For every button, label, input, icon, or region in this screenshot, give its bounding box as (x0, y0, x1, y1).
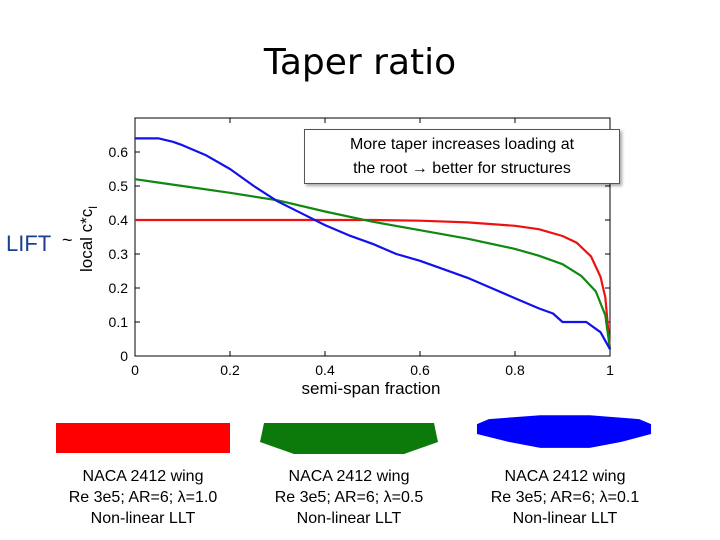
wing-planform-lambda-1 (56, 423, 230, 453)
y-tick-label: 0.4 (109, 212, 129, 228)
annotation-box: More taper increases loading at the root… (304, 129, 620, 184)
caption-params: Re 3e5; AR=6; λ=0.5 (274, 489, 424, 506)
series-line-λ=1.0 (135, 218, 612, 350)
rectangular-wing-shape (56, 423, 230, 453)
x-axis-label: semi-span fraction (302, 379, 441, 398)
y-tick-label: 0.5 (109, 178, 129, 194)
lift-label: LIFT (6, 231, 52, 256)
y-axis-label: local c*cl (77, 206, 100, 272)
caption-airfoil: NACA 2412 wing (288, 468, 410, 485)
series-line-λ=0.5 (134, 178, 612, 350)
y-tick-label: 0.6 (109, 144, 129, 160)
x-tick-label: 1 (606, 362, 614, 378)
caption-airfoil: NACA 2412 wing (504, 468, 626, 485)
x-tick-label: 0.4 (315, 362, 335, 378)
highly-tapered-wing-shape (476, 415, 652, 448)
x-tick-label: 0.2 (220, 362, 240, 378)
caption-params: Re 3e5; AR=6; λ=0.1 (490, 489, 640, 506)
y-axis-label-main: local c*c (77, 208, 96, 272)
caption-params: Re 3e5; AR=6; λ=1.0 (68, 489, 218, 506)
y-tick-label: 0 (120, 348, 128, 364)
wing-caption-1: NACA 2412 wing Re 3e5; AR=6; λ=1.0 Non-l… (38, 466, 248, 529)
proportional-tilde: ~ (62, 230, 73, 250)
y-axis-label-subscript: l (86, 206, 100, 209)
caption-method: Non-linear LLT (296, 510, 402, 527)
wing-planform-lambda-0-5 (260, 423, 438, 454)
wing-planform-lambda-0-1 (476, 415, 652, 448)
x-tick-label: 0.6 (410, 362, 430, 378)
y-tick-label: 0.3 (109, 246, 129, 262)
annotation-line-2: the root → better for structures (353, 160, 571, 177)
series-line-λ=0.1 (135, 137, 611, 350)
wing-caption-2: NACA 2412 wing Re 3e5; AR=6; λ=0.5 Non-l… (244, 466, 454, 529)
caption-method: Non-linear LLT (90, 510, 196, 527)
axis-ticks: 0 0.2 0.4 0.6 0.8 1 0 0.1 0.2 0.3 0.4 0.5 0.6 (109, 118, 614, 378)
wing-caption-3: NACA 2412 wing Re 3e5; AR=6; λ=0.1 Non-l… (460, 466, 670, 529)
y-tick-label: 0.1 (109, 314, 129, 330)
x-tick-label: 0.8 (505, 362, 525, 378)
series-lines (134, 137, 612, 350)
annotation-line-1: More taper increases loading at (349, 136, 575, 153)
y-tick-label: 0.2 (109, 280, 129, 296)
slide-title: Taper ratio (263, 42, 457, 83)
caption-method: Non-linear LLT (512, 510, 618, 527)
tapered-wing-shape (260, 423, 438, 454)
x-tick-label: 0 (131, 362, 139, 378)
caption-airfoil: NACA 2412 wing (82, 468, 204, 485)
